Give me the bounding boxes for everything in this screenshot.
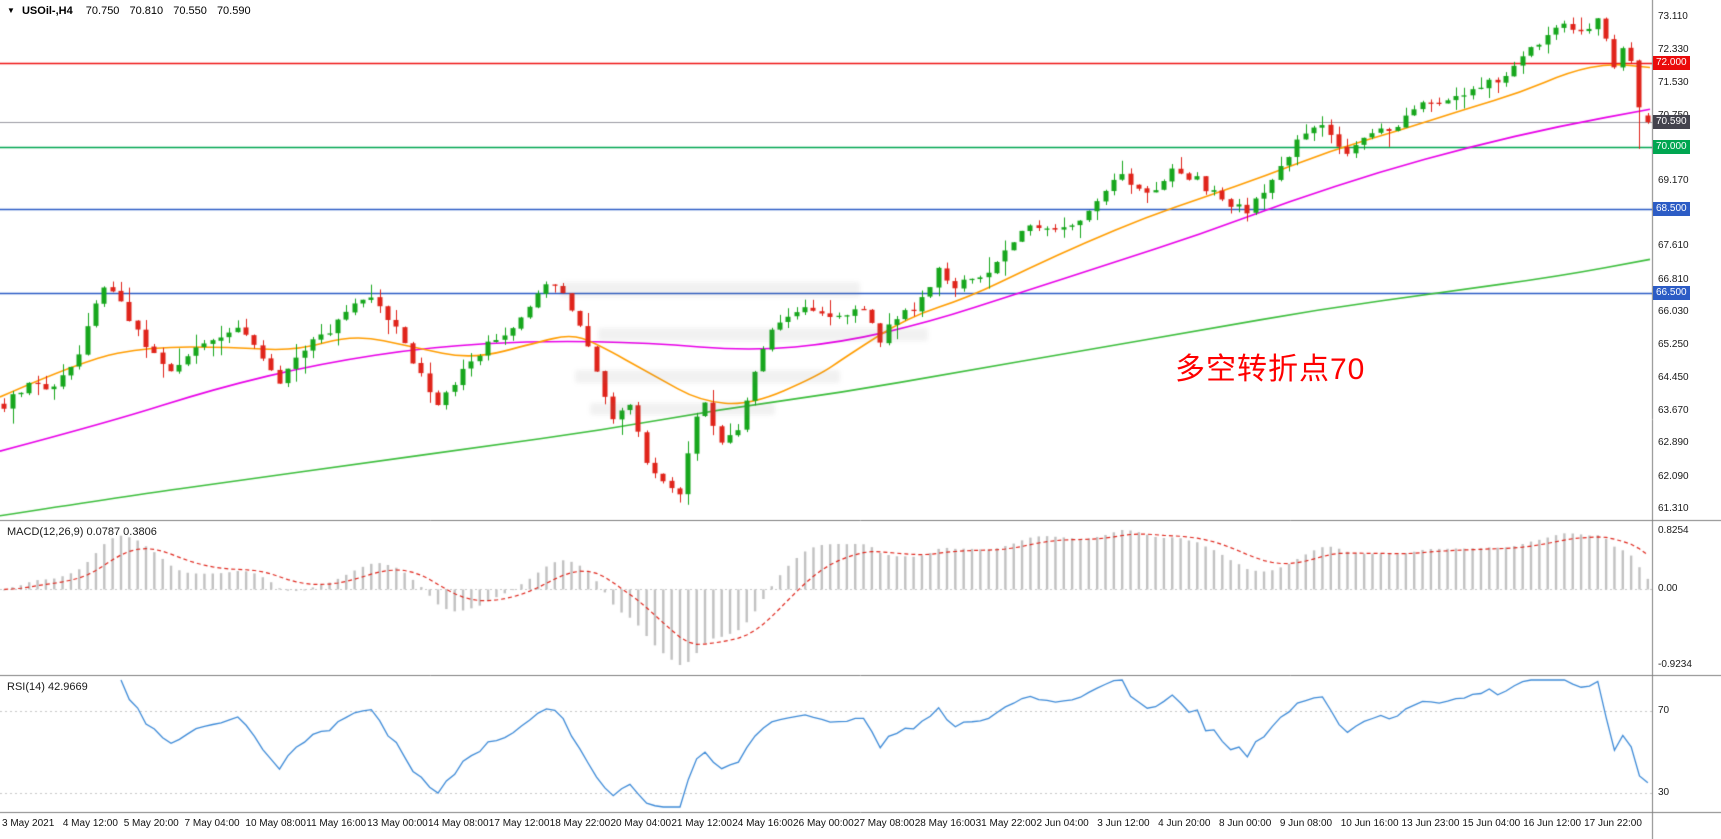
time-axis-label: 21 May 12:00: [671, 818, 732, 829]
time-axis-label: 31 May 22:00: [975, 818, 1037, 829]
time-axis-label: 11 May 16:00: [306, 818, 367, 829]
time-axis-label: 26 May 00:00: [793, 818, 854, 829]
time-axis-label: 10 May 08:00: [245, 818, 306, 829]
price-axis-label: 71.530: [1658, 76, 1689, 88]
rsi-indicator-label: RSI(14) 42.9669: [7, 681, 88, 693]
price-axis-label: 65.250: [1658, 338, 1689, 350]
time-axis-label: 13 Jun 23:00: [1401, 818, 1460, 829]
watermark-line: [598, 328, 928, 341]
time-axis-label: 20 May 04:00: [610, 818, 672, 829]
time-axis-label: 8 Jun 00:00: [1219, 818, 1272, 829]
ohlc-open: 70.750: [85, 5, 120, 17]
time-axis-label: 17 May 12:00: [488, 818, 550, 829]
price-axis-badge: 70.000: [1653, 139, 1690, 154]
time-axis-label: 14 May 08:00: [427, 818, 489, 829]
rsi-level-label: 70: [1658, 704, 1670, 716]
collapse-icon[interactable]: ▼: [7, 6, 15, 15]
rsi-level-label: 30: [1658, 786, 1670, 798]
price-axis-label: 70.750: [1658, 110, 1689, 121]
time-axis-label: 27 May 08:00: [853, 818, 915, 829]
price-axis-badge: 70.590: [1653, 115, 1690, 130]
macd-axis-label: 0.8254: [1658, 525, 1689, 536]
price-axis-label: 63.670: [1658, 404, 1689, 416]
price-axis-label: 62.090: [1658, 470, 1689, 482]
macd-axis-label: -0.9234: [1658, 659, 1692, 670]
symbol-label: USOil-,H4: [21, 5, 73, 17]
price-axis-label: 66.810: [1658, 273, 1689, 285]
time-axis-label: 7 May 04:00: [184, 818, 240, 829]
time-axis-label: 15 Jun 04:00: [1462, 818, 1521, 829]
price-axis-label: 61.310: [1658, 503, 1689, 515]
price-axis-label: 64.450: [1658, 372, 1689, 384]
time-axis-label: 18 May 22:00: [549, 818, 611, 829]
price-axis-label: 73.110: [1658, 11, 1688, 23]
price-axis-label: 69.170: [1658, 175, 1689, 187]
watermark-line: [590, 403, 775, 415]
macd-axis-label: 0.00: [1658, 583, 1678, 595]
ohlc-close: 70.590: [216, 5, 251, 17]
time-axis-label: 4 Jun 20:00: [1158, 818, 1211, 829]
ohlc-high: 70.810: [129, 5, 164, 17]
symbol-header: ▼ USOil-,H4 70.750 70.810 70.550 70.590: [7, 5, 258, 17]
time-axis-label: 13 May 00:00: [367, 818, 428, 829]
annotation-text: 多空转折点70: [1175, 353, 1366, 386]
watermark-line: [560, 282, 860, 297]
price-axis-label: 66.030: [1658, 306, 1689, 318]
watermark-line: [575, 370, 840, 383]
price-axis-label: 67.610: [1658, 240, 1689, 252]
price-axis-label: 62.890: [1658, 437, 1689, 449]
time-axis-label: 5 May 20:00: [123, 818, 179, 829]
macd-indicator-label: MACD(12,26,9) 0.0787 0.3806: [7, 526, 157, 538]
time-axis-label: 24 May 16:00: [732, 818, 793, 829]
price-axis-badge: 68.500: [1653, 202, 1690, 217]
time-axis-label: 10 Jun 16:00: [1340, 818, 1399, 829]
time-axis-label: 3 May 2021: [2, 818, 55, 829]
ohlc-low: 70.550: [173, 5, 207, 17]
time-axis-label: 4 May 12:00: [62, 818, 118, 829]
price-axis-badge: 72.000: [1653, 56, 1690, 71]
time-axis-label: 28 May 16:00: [914, 818, 976, 829]
time-axis-label: 17 Jun 22:00: [1584, 818, 1642, 829]
time-axis-label: 16 Jun 12:00: [1523, 818, 1582, 829]
price-axis-badge: 66.500: [1653, 285, 1690, 300]
time-axis-label: 9 Jun 08:00: [1279, 818, 1333, 829]
price-axis-label: 72.330: [1658, 43, 1689, 55]
time-axis-label: 2 Jun 04:00: [1036, 818, 1089, 829]
time-axis-label: 3 Jun 12:00: [1097, 818, 1150, 829]
